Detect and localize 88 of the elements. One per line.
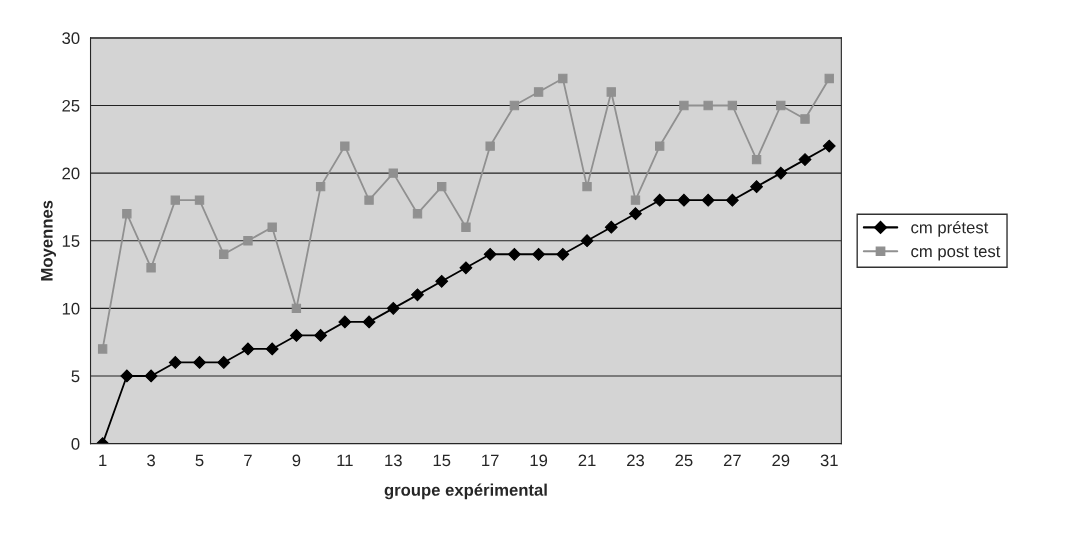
point [774,166,788,180]
point [725,193,739,207]
point [582,181,592,192]
point [701,193,715,207]
point [219,249,229,259]
point [558,73,568,84]
x-tick-label: 21 [578,454,596,467]
point [824,73,834,84]
x-tick-label: 23 [627,454,645,467]
point [630,195,641,205]
point [580,234,594,248]
point [483,247,497,261]
point [751,154,762,165]
point [217,356,231,369]
x-axis-title: groupe expérimental [384,483,547,500]
point [412,209,423,219]
point [485,141,495,151]
y-tick-label: 25 [62,99,80,112]
point [193,356,206,369]
point [243,236,253,246]
point [388,168,398,178]
x-tick-label: 1 [99,454,107,467]
x-tick-label: 7 [244,454,252,467]
x-tick-label: 3 [147,454,155,467]
point [122,209,132,219]
point [677,193,691,207]
point [340,141,350,151]
point [629,207,642,221]
y-tick-label: 5 [71,370,80,383]
y-tick-label: 0 [71,438,80,450]
point [265,342,279,356]
point [532,247,546,261]
point [291,303,302,314]
y-tick-label: 30 [62,32,80,45]
point [146,263,156,273]
x-tick-label: 19 [530,454,548,467]
point [653,193,667,207]
point [338,315,352,329]
point [655,141,665,151]
point [533,87,544,97]
point [703,100,713,111]
point [750,180,763,194]
x-tick-label: 15 [433,454,451,467]
point [461,222,471,232]
point [679,100,689,111]
legend-label: cm post test [911,246,1001,261]
point [435,274,449,288]
point [411,288,424,302]
x-tick-label: 11 [337,454,353,467]
point [241,342,255,356]
y-tick-label: 20 [62,167,80,180]
point [800,114,810,124]
point [364,195,374,205]
x-tick-label: 25 [675,454,693,467]
point [822,139,836,153]
x-tick-label: 31 [820,454,838,467]
y-axis-title: Moyennes [41,200,57,281]
point [267,222,277,232]
y-tick-label: 15 [62,235,80,247]
point [437,181,447,192]
point [507,247,521,261]
legend-label: cm prétest [911,220,989,237]
point [144,369,158,383]
point [556,247,570,261]
x-tick-label: 27 [723,454,741,467]
point [97,344,108,354]
y-tick-label: 10 [62,302,80,315]
point [289,329,303,342]
point [606,87,616,97]
point [604,220,618,234]
point [509,100,520,111]
x-tick-label: 29 [772,454,790,467]
point [314,329,328,342]
point [194,195,205,205]
point [168,356,182,369]
point [798,153,812,167]
point [120,369,134,383]
x-tick-label: 5 [195,454,204,467]
point [362,315,376,329]
point [459,261,473,275]
point [386,301,400,315]
x-tick-label: 9 [292,454,301,467]
point [727,100,738,111]
point [776,100,786,111]
point [170,195,180,205]
point [315,181,326,192]
x-tick-label: 13 [385,454,402,467]
x-tick-label: 17 [482,454,499,467]
